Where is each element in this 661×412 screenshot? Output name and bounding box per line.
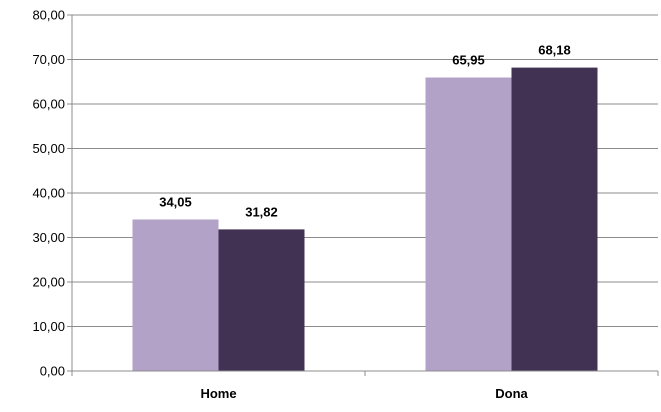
bars [132, 67, 598, 372]
axes [67, 14, 659, 376]
y-tick-label: 30,00 [32, 230, 65, 245]
y-tick-label: 40,00 [32, 186, 65, 201]
y-axis-tick-labels: 0,00 10,00 20,00 30,00 40,00 50,00 60,00 70,00 8… [32, 8, 65, 379]
y-tick-label: 60,00 [32, 97, 65, 112]
y-tick-label: 70,00 [32, 52, 65, 67]
y-tick-label: 10,00 [32, 319, 65, 334]
data-label: 68,18 [538, 43, 571, 58]
data-labels: 34,05 31,82 65,95 68,18 [159, 43, 571, 220]
bar-home-series-1 [132, 219, 219, 371]
bar-dona-series-2 [511, 67, 598, 371]
y-tick-label: 0,00 [40, 364, 65, 379]
bar-dona-series-1 [425, 77, 512, 372]
category-label: Home [200, 386, 236, 401]
y-tick-label: 80,00 [32, 8, 65, 23]
bar-home-series-2 [218, 229, 305, 371]
y-tick-label: 50,00 [32, 141, 65, 156]
y-tick-label: 20,00 [32, 275, 65, 290]
data-label: 31,82 [245, 204, 278, 219]
category-label: Dona [495, 386, 528, 401]
x-axis-category-labels: Home Dona [200, 386, 528, 401]
data-label: 34,05 [159, 194, 192, 209]
data-label: 65,95 [452, 53, 485, 68]
